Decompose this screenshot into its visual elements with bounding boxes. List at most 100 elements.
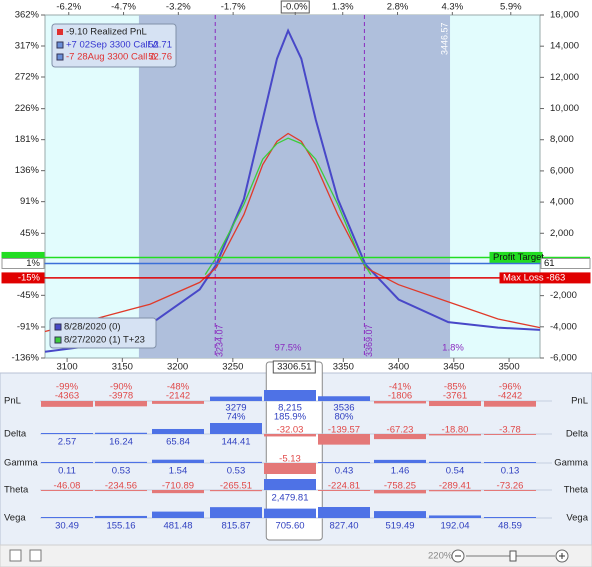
greek-bar <box>318 490 370 491</box>
greek-bar <box>41 490 93 491</box>
greek-value: -265.51 <box>220 481 252 492</box>
greek-bar <box>210 396 262 401</box>
legend-swatch <box>56 53 64 61</box>
greek-bar <box>41 517 93 518</box>
y-tick-label: 8,000 <box>550 134 574 145</box>
greek-bar <box>374 434 426 440</box>
greek-value: -5.13 <box>279 454 301 465</box>
row-label: PnL <box>571 396 588 407</box>
greek-value: 815.87 <box>221 521 250 532</box>
greek-value: -3.78 <box>499 425 521 436</box>
greek-bar <box>429 490 481 492</box>
x-tick-label: 3150 <box>112 362 133 373</box>
greek-value: -32.03 <box>277 425 304 436</box>
row-label: Delta <box>4 429 27 440</box>
greek-bar <box>95 401 147 407</box>
greek-value: -46.08 <box>54 481 81 492</box>
greek-bar <box>95 515 147 518</box>
greek-value: -67.23 <box>387 425 414 436</box>
zoom-thumb[interactable] <box>509 550 517 562</box>
greek-bar <box>41 401 93 407</box>
y2-tick-label: 91% <box>20 196 40 207</box>
greek-bar <box>374 459 426 463</box>
greek-bar <box>374 490 426 494</box>
greek-bar <box>95 490 147 492</box>
level-left-box <box>1 258 45 270</box>
row-label: Vega <box>566 513 588 524</box>
toolbar-icon[interactable] <box>9 549 22 562</box>
greek-value: 2.57 <box>58 437 77 448</box>
greek-bar <box>210 461 262 463</box>
x2-tick-label: 4.3% <box>441 2 463 13</box>
pnl-curve <box>44 132 541 333</box>
greek-value: 155.16 <box>106 521 135 532</box>
x-tick-label: 3500 <box>498 362 519 373</box>
greek-bar <box>484 434 536 435</box>
greek-value: 827.40 <box>329 521 358 532</box>
pnl-curve <box>204 137 372 275</box>
toolbar-icon[interactable] <box>29 549 42 562</box>
greek-value: -85% <box>444 382 467 393</box>
x2-tick-label: -1.7% <box>221 2 246 13</box>
greek-value: -73.26 <box>497 481 524 492</box>
level-right-box <box>540 258 591 270</box>
level-left-box <box>1 272 45 284</box>
greek-value: -1806 <box>388 391 412 402</box>
x2-tick-label: 2.8% <box>387 2 409 13</box>
greek-bar <box>374 401 426 404</box>
greek-bar <box>264 390 316 401</box>
greek-value: 0.13 <box>501 466 520 477</box>
greek-bar <box>264 479 316 490</box>
status-bar <box>0 544 592 567</box>
x-tick-label: 3100 <box>57 362 78 373</box>
legend-box <box>49 317 157 349</box>
greek-bar <box>210 507 262 518</box>
greek-bar <box>152 490 204 494</box>
greek-value: -18.80 <box>442 425 469 436</box>
greek-value: 519.49 <box>385 521 414 532</box>
greek-bar <box>264 463 316 474</box>
x2-tick-label: -0.0% <box>283 2 308 13</box>
greek-bar <box>429 515 481 518</box>
greek-bar <box>41 462 93 463</box>
legend-swatch <box>56 41 64 49</box>
level-left-label: -15% <box>18 272 41 283</box>
y2-tick-label: 226% <box>15 103 40 114</box>
row-label: Vega <box>4 513 26 524</box>
x2-tick-label: -6.2% <box>56 2 81 13</box>
x2-tick-label: -3.2% <box>166 2 191 13</box>
greek-bar <box>429 401 481 407</box>
row-label: Gamma <box>4 458 39 469</box>
position-delta: 52.76 <box>148 52 172 63</box>
breakeven-label: 3369.07 <box>364 324 374 357</box>
greek-value: -41% <box>389 382 412 393</box>
std-dev-range <box>138 15 451 358</box>
greek-value: -3761 <box>443 391 467 402</box>
y-tick-label: 12,000 <box>550 72 579 83</box>
y-tick-label: 16,000 <box>550 10 579 21</box>
legend-swatch <box>54 323 62 331</box>
current-price: 3306.51 <box>277 362 311 373</box>
row-label: Gamma <box>554 458 589 469</box>
greek-value: 144.41 <box>221 437 250 448</box>
greek-bar <box>429 434 481 436</box>
legend-label: 8/27/2020 (1) T+23 <box>64 335 145 346</box>
greek-value: -4242 <box>498 391 522 402</box>
greek-value: -139.57 <box>328 425 360 436</box>
greek-bar <box>152 459 204 463</box>
greek-bar <box>152 401 204 404</box>
x-tick-label: 3450 <box>443 362 464 373</box>
greek-value: 3279 <box>225 403 246 414</box>
greek-bar <box>429 461 481 463</box>
probability-label: 1.8% <box>442 343 464 354</box>
row-label: PnL <box>4 396 21 407</box>
current-price-box <box>272 360 316 374</box>
x-tick-label: 3250 <box>222 362 243 373</box>
level-right-label: Max Loss -863 <box>503 272 565 283</box>
greek-value: -48% <box>167 382 190 393</box>
greek-value: -234.56 <box>105 481 137 492</box>
y2-tick-label: 45% <box>20 228 40 239</box>
y-tick-label: 14,000 <box>550 41 579 52</box>
greek-bar <box>264 508 316 518</box>
greek-value: -2142 <box>166 391 190 402</box>
